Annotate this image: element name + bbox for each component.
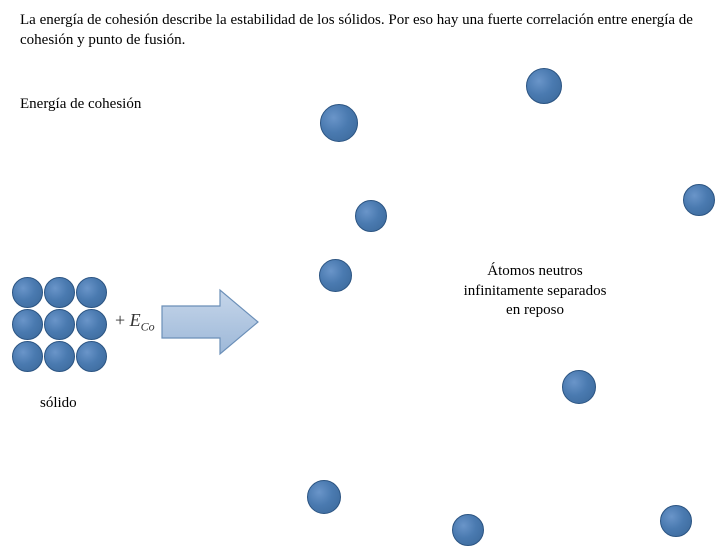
lattice-atom: [76, 277, 107, 308]
scattered-atom: [562, 370, 596, 404]
lattice-atom: [76, 309, 107, 340]
scattered-atoms-label: Átomos neutros infinitamente separados e…: [430, 262, 640, 321]
lattice-atom: [44, 341, 75, 372]
formula-sub: Co: [141, 320, 155, 334]
scattered-atom: [355, 200, 387, 232]
scattered-atom: [526, 68, 562, 104]
right-label-line1: Átomos neutros: [487, 263, 582, 279]
heading-cohesion-energy: Energía de cohesión: [20, 96, 141, 113]
solid-label: sólido: [40, 395, 77, 412]
scattered-atom: [452, 514, 484, 546]
arrow-icon: [160, 288, 260, 356]
lattice-atom: [12, 309, 43, 340]
lattice-atom: [76, 341, 107, 372]
right-label-line2: infinitamente separados: [464, 283, 607, 299]
lattice-atom: [44, 309, 75, 340]
lattice-atom: [12, 341, 43, 372]
formula-e: E: [130, 310, 141, 330]
arrow-right: [160, 288, 260, 356]
formula-plus: +: [115, 310, 130, 330]
lattice-atom: [44, 277, 75, 308]
formula-eco: + ECo: [115, 310, 155, 335]
scattered-atom: [320, 104, 358, 142]
scattered-atom: [683, 184, 715, 216]
lattice-atom: [12, 277, 43, 308]
right-label-line3: en reposo: [506, 302, 564, 318]
scattered-atom: [319, 259, 352, 292]
scattered-atom: [307, 480, 341, 514]
scattered-atom: [660, 505, 692, 537]
description-text: La energía de cohesión describe la estab…: [20, 10, 700, 51]
